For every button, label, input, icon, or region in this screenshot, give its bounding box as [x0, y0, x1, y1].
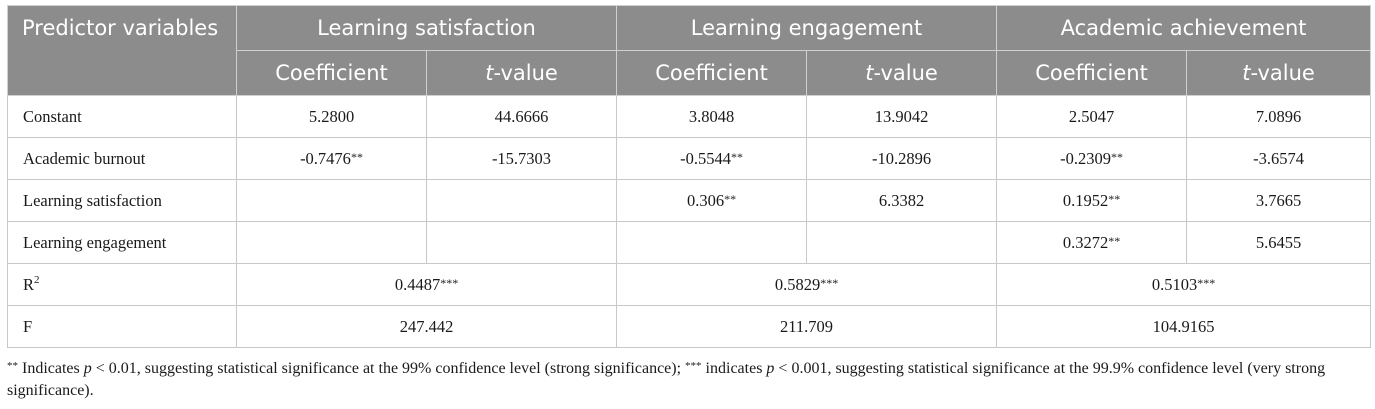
- predictor-header: Predictor variables: [7, 5, 237, 96]
- regression-table: Predictor variables Learning satisfactio…: [7, 5, 1372, 348]
- table-row-r-squared: R2 0.4487*** 0.5829*** 0.5103***: [7, 263, 1372, 306]
- table-cell: [806, 221, 998, 264]
- row-label-r-squared: R2: [7, 263, 237, 306]
- table-cell: 13.9042: [806, 95, 998, 138]
- table-cell: [236, 179, 427, 222]
- t-suffix: -value: [493, 61, 558, 85]
- t-italic: t: [1242, 61, 1251, 85]
- regression-table-container: Predictor variables Learning satisfactio…: [7, 5, 1372, 348]
- table-cell: [425, 179, 618, 222]
- table-cell-r-squared: 0.4487***: [235, 263, 618, 306]
- table-header: Predictor variables Learning satisfactio…: [7, 5, 1372, 96]
- table-cell: -15.7303: [425, 137, 618, 180]
- table-cell: 0.3272**: [996, 221, 1188, 264]
- table-cell: -0.7476**: [236, 137, 427, 180]
- t-suffix: -value: [1250, 61, 1315, 85]
- table-cell: 5.6455: [1186, 221, 1372, 264]
- table-cell: 0.1952**: [996, 179, 1188, 222]
- table-cell: [616, 221, 808, 264]
- t-italic: t: [485, 61, 494, 85]
- group-header-learning-engagement: Learning engagement: [616, 5, 998, 51]
- table-cell-f: 247.442: [235, 305, 618, 348]
- table-cell: [425, 221, 618, 264]
- table-cell: -0.2309**: [996, 137, 1188, 180]
- t-value-header: t-value: [425, 50, 618, 96]
- table-cell-f: 211.709: [616, 305, 998, 348]
- table-cell: 44.6666: [425, 95, 618, 138]
- table-cell: [236, 221, 427, 264]
- t-italic: t: [865, 61, 874, 85]
- t-value-header: t-value: [806, 50, 998, 96]
- row-label: Academic burnout: [7, 137, 237, 180]
- table-cell: 0.306**: [616, 179, 808, 222]
- row-label-f: F: [7, 305, 237, 348]
- table-cell-r-squared: 0.5829***: [616, 263, 998, 306]
- row-label: Learning satisfaction: [7, 179, 237, 222]
- group-header-learning-satisfaction: Learning satisfaction: [235, 5, 618, 51]
- coefficient-header: Coefficient: [996, 50, 1188, 96]
- t-suffix: -value: [873, 61, 938, 85]
- table-cell-r-squared: 0.5103***: [996, 263, 1372, 306]
- t-value-header: t-value: [1186, 50, 1372, 96]
- table-row-constant: Constant 5.2800 44.6666 3.8048 13.9042 2…: [7, 95, 1372, 138]
- group-header-academic-achievement: Academic achievement: [996, 5, 1372, 51]
- table-cell: -3.6574: [1186, 137, 1372, 180]
- table-cell: 5.2800: [236, 95, 427, 138]
- table-cell: 6.3382: [806, 179, 998, 222]
- table-cell: 2.5047: [996, 95, 1188, 138]
- coefficient-header: Coefficient: [616, 50, 808, 96]
- table-body: Constant 5.2800 44.6666 3.8048 13.9042 2…: [7, 95, 1372, 348]
- table-cell: -10.2896: [806, 137, 998, 180]
- table-cell: 3.8048: [616, 95, 808, 138]
- row-label: Learning engagement: [7, 221, 237, 264]
- table-footnote: ** Indicates p < 0.01, suggesting statis…: [7, 360, 1326, 399]
- table-cell: -0.5544**: [616, 137, 808, 180]
- table-row-f: F 247.442 211.709 104.9165: [7, 305, 1372, 348]
- table-cell: 7.0896: [1186, 95, 1372, 138]
- table-row-learning-engagement: Learning engagement 0.3272** 5.6455: [7, 221, 1372, 264]
- table-row-academic-burnout: Academic burnout -0.7476** -15.7303 -0.5…: [7, 137, 1372, 180]
- coefficient-header: Coefficient: [236, 50, 427, 96]
- row-label: Constant: [7, 95, 237, 138]
- table-cell-f: 104.9165: [996, 305, 1372, 348]
- table-row-learning-satisfaction: Learning satisfaction 0.306** 6.3382 0.1…: [7, 179, 1372, 222]
- table-cell: 3.7665: [1186, 179, 1372, 222]
